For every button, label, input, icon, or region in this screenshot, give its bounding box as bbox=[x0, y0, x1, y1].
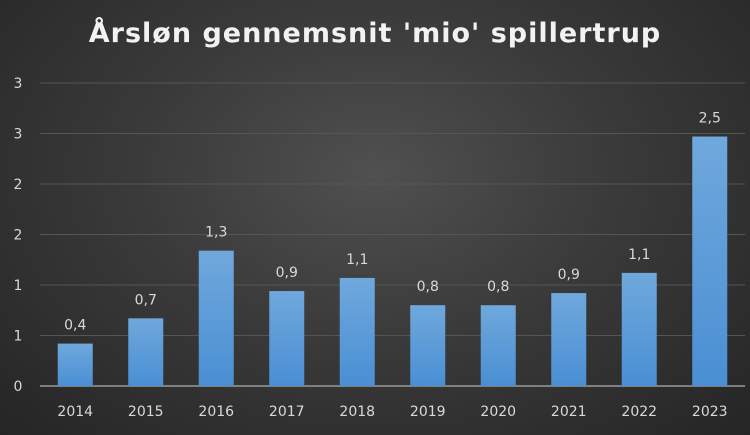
x-tick-label: 2023 bbox=[692, 404, 728, 420]
y-tick-label: 2 bbox=[14, 228, 23, 244]
data-label: 0,7 bbox=[135, 292, 157, 308]
y-tick-label: 3 bbox=[14, 76, 23, 92]
data-label: 0,8 bbox=[417, 279, 439, 295]
data-label: 0,4 bbox=[64, 318, 86, 334]
data-label: 0,9 bbox=[276, 265, 298, 281]
data-label: 2,5 bbox=[699, 111, 721, 127]
bar bbox=[551, 293, 587, 386]
x-tick-label: 2016 bbox=[198, 404, 234, 420]
bar bbox=[339, 277, 375, 386]
bar bbox=[692, 136, 728, 386]
bar bbox=[198, 250, 234, 386]
x-tick-label: 2017 bbox=[269, 404, 305, 420]
bar bbox=[480, 305, 516, 386]
data-label: 1,1 bbox=[346, 252, 368, 268]
y-tick-label: 0 bbox=[14, 379, 23, 395]
x-tick-label: 2022 bbox=[621, 404, 657, 420]
chart-title: Årsløn gennemsnit 'mio' spillertrup bbox=[88, 18, 662, 49]
bar bbox=[410, 305, 446, 386]
y-tick-label: 1 bbox=[14, 329, 23, 345]
x-tick-label: 2014 bbox=[57, 404, 93, 420]
y-tick-label: 3 bbox=[14, 127, 23, 143]
x-tick-label: 2015 bbox=[128, 404, 164, 420]
data-label: 1,1 bbox=[628, 247, 650, 263]
y-tick-label: 2 bbox=[14, 177, 23, 193]
data-label: 1,3 bbox=[205, 225, 227, 241]
x-tick-label: 2018 bbox=[339, 404, 375, 420]
x-tick-label: 2020 bbox=[480, 404, 516, 420]
bar bbox=[57, 343, 93, 386]
bar bbox=[621, 272, 657, 386]
x-tick-label: 2021 bbox=[551, 404, 587, 420]
data-label: 0,9 bbox=[558, 267, 580, 283]
bar bbox=[269, 291, 305, 386]
data-label: 0,8 bbox=[487, 279, 509, 295]
y-tick-label: 1 bbox=[14, 278, 23, 294]
bar bbox=[128, 318, 164, 386]
x-tick-label: 2019 bbox=[410, 404, 446, 420]
